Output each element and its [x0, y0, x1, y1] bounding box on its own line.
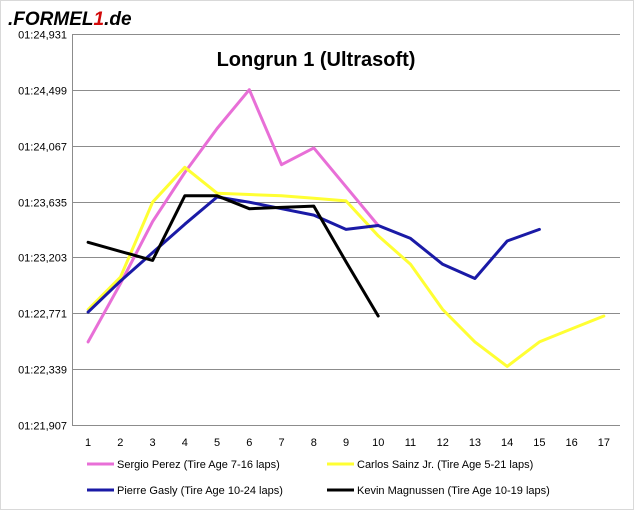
- logo: .FORMEL1.de: [8, 9, 132, 30]
- x-tick-label: 4: [182, 437, 188, 449]
- x-tick-label: 14: [501, 437, 513, 449]
- series-line-1: [86, 165, 606, 368]
- y-tick-label: 01:22,771: [18, 309, 67, 321]
- x-tick-label: 11: [405, 437, 416, 449]
- chart-border: [0, 0, 634, 510]
- x-tick-label: 7: [278, 437, 284, 449]
- y-tick-label: 01:24,931: [18, 30, 67, 42]
- x-tick-label: 10: [372, 437, 384, 449]
- legend-label-0: Sergio Perez (Tire Age 7-16 laps): [117, 459, 280, 471]
- x-tick-label: 6: [246, 437, 252, 449]
- y-tick-label: 01:24,067: [18, 142, 67, 154]
- x-tick-label: 3: [150, 437, 156, 449]
- legend-label-2: Pierre Gasly (Tire Age 10-24 laps): [117, 485, 283, 497]
- x-tick-label: 15: [533, 437, 545, 449]
- legend-label-1: Carlos Sainz Jr. (Tire Age 5-21 laps): [357, 459, 533, 471]
- x-tick-label: 2: [117, 437, 123, 449]
- chart-title: Longrun 1 (Ultrasoft): [217, 49, 416, 71]
- x-tick-label: 13: [469, 437, 481, 449]
- x-tick-label: 8: [311, 437, 317, 449]
- legend-label-3: Kevin Magnussen (Tire Age 10-19 laps): [357, 485, 550, 497]
- x-tick-label: 5: [214, 437, 220, 449]
- axes: 01:21,907 01:22,339 01:22,771 01:23,203 01:2…: [18, 30, 610, 450]
- series-line-3: [86, 194, 380, 318]
- legend: Sergio Perez (Tire Age 7-16 laps) Carlos …: [87, 459, 550, 497]
- y-tick-label: 01:23,203: [18, 253, 67, 265]
- series-line-0: [86, 88, 380, 344]
- x-tick-label: 12: [437, 437, 449, 449]
- x-tick-label: 16: [566, 437, 578, 449]
- y-tick-label: 01:23,635: [18, 198, 67, 210]
- y-tick-label: 01:22,339: [18, 365, 67, 377]
- x-tick-label: 17: [598, 437, 610, 449]
- x-tick-label: 1: [85, 437, 91, 449]
- series-line-2: [86, 195, 541, 314]
- series: [86, 88, 606, 368]
- y-tick-label: 01:21,907: [18, 421, 67, 433]
- y-tick-label: 01:24,499: [18, 86, 67, 98]
- x-tick-label: 9: [343, 437, 349, 449]
